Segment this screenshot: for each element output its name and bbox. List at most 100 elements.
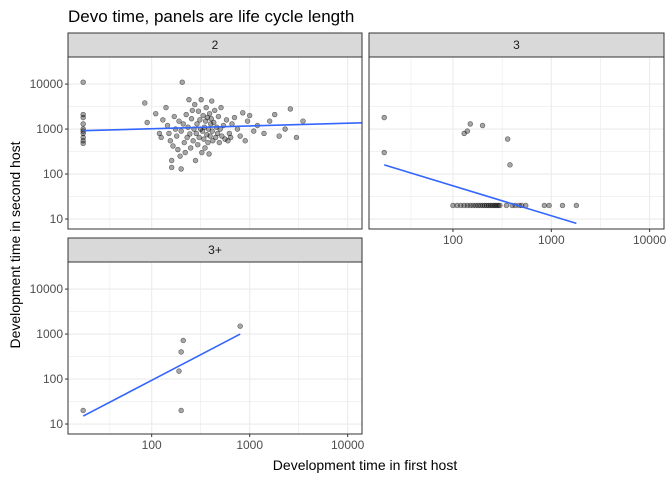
panel-background xyxy=(369,57,664,229)
data-point xyxy=(251,128,257,134)
data-point xyxy=(495,202,502,209)
data-point xyxy=(212,107,218,114)
y-tick-label: 10000 xyxy=(30,77,64,91)
data-point xyxy=(559,202,566,209)
data-point xyxy=(170,143,176,149)
data-point xyxy=(179,79,185,85)
x-tick-label: 1000 xyxy=(236,438,263,452)
data-point xyxy=(207,133,213,139)
data-point xyxy=(227,134,234,141)
y-tick-label: 10000 xyxy=(30,282,64,296)
data-point xyxy=(164,122,171,129)
data-point xyxy=(200,112,206,119)
data-point xyxy=(178,128,184,134)
panel-marks xyxy=(80,79,362,172)
data-point xyxy=(504,136,511,142)
data-point xyxy=(196,134,202,141)
data-point xyxy=(168,164,175,171)
data-point xyxy=(214,130,221,137)
data-point xyxy=(192,101,198,108)
data-point xyxy=(177,153,183,159)
data-point xyxy=(176,118,182,124)
data-point xyxy=(276,133,282,139)
data-point xyxy=(178,166,184,172)
data-point xyxy=(231,114,238,121)
data-point xyxy=(142,100,148,106)
data-point xyxy=(481,202,488,209)
data-point xyxy=(186,96,192,103)
data-point xyxy=(206,151,212,157)
data-point xyxy=(180,121,186,127)
data-point xyxy=(222,136,228,142)
data-point xyxy=(195,108,202,114)
data-point xyxy=(282,126,288,132)
x-tick-label: 100 xyxy=(142,438,162,452)
data-point xyxy=(158,134,164,141)
data-point xyxy=(163,104,169,111)
panel-border xyxy=(368,56,665,230)
data-point xyxy=(182,149,188,156)
fit-line xyxy=(82,333,241,417)
data-point xyxy=(80,114,86,121)
data-point xyxy=(261,130,267,137)
data-point xyxy=(226,130,233,137)
facet-strip-label: 2 xyxy=(212,38,219,52)
data-point xyxy=(242,138,248,144)
y-tick-label: 10 xyxy=(50,417,64,431)
facet-strip xyxy=(67,237,363,263)
y-tick-label: 1000 xyxy=(36,122,63,136)
data-point xyxy=(80,407,86,414)
data-point xyxy=(190,138,196,144)
data-point xyxy=(464,202,471,209)
data-point xyxy=(223,117,230,123)
data-point xyxy=(464,128,471,134)
data-point xyxy=(80,111,86,118)
data-point xyxy=(454,202,460,209)
data-point xyxy=(80,140,86,147)
panel-border xyxy=(67,56,363,230)
facet-panel-2: 3 100 1000 10000 xyxy=(368,32,667,247)
data-point xyxy=(197,117,203,123)
data-point xyxy=(198,96,204,103)
data-point xyxy=(209,128,215,134)
data-point xyxy=(168,157,175,164)
y-tick-label: 100 xyxy=(43,167,63,181)
data-point xyxy=(467,121,473,127)
facet-strip xyxy=(67,32,363,58)
data-point xyxy=(479,202,486,209)
y-tick-label: 10 xyxy=(50,212,64,226)
data-point xyxy=(503,202,510,209)
data-point xyxy=(300,118,306,124)
data-point xyxy=(178,407,184,414)
data-point xyxy=(211,119,217,126)
data-point xyxy=(208,115,214,122)
data-point xyxy=(450,202,456,209)
data-point xyxy=(203,104,209,111)
data-point xyxy=(216,139,223,146)
panels-layer: 2 10 100 1000 10000 3 100 1000 10000 3+ 10 100 1000 1… xyxy=(30,32,667,452)
data-point xyxy=(507,162,513,168)
data-point xyxy=(271,111,278,118)
data-point xyxy=(573,202,580,209)
facet-strip-label: 3 xyxy=(513,38,520,52)
data-point xyxy=(494,202,500,209)
data-point xyxy=(189,107,196,114)
x-tick-label: 10000 xyxy=(331,438,365,452)
data-point xyxy=(176,368,182,374)
data-point xyxy=(234,126,241,132)
panel-marks xyxy=(80,323,243,417)
data-point xyxy=(195,141,201,148)
fit-line xyxy=(383,164,577,225)
data-point xyxy=(166,130,172,137)
data-point xyxy=(293,134,300,141)
x-tick-label: 1000 xyxy=(538,233,565,247)
data-point xyxy=(229,121,235,127)
data-point xyxy=(237,323,243,329)
data-point xyxy=(167,138,174,144)
data-point xyxy=(381,114,387,121)
data-point xyxy=(205,139,211,146)
data-point xyxy=(206,110,213,117)
x-axis-title: Development time in first host xyxy=(273,457,458,473)
y-tick-label: 100 xyxy=(43,372,63,386)
